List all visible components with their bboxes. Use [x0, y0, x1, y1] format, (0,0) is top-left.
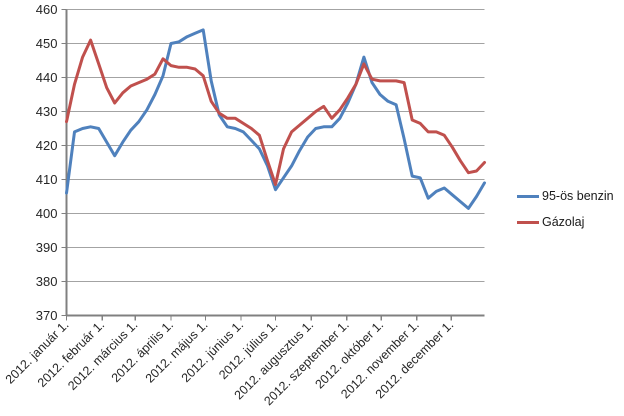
y-axis-tick-label: 440 — [36, 70, 58, 85]
legend-label-benzin: 95-ös benzin — [542, 189, 614, 203]
legend-label-gazolaj: Gázolaj — [542, 215, 585, 229]
y-axis-tick-label: 420 — [36, 138, 58, 153]
series-line-benzin — [65, 28, 486, 210]
y-axis-tick-label: 390 — [36, 240, 58, 255]
y-axis-tick-label: 410 — [36, 172, 58, 187]
legend-line-benzin-icon — [517, 194, 539, 198]
y-axis-tick-label: 450 — [36, 36, 58, 51]
y-axis-tick-label: 430 — [36, 104, 58, 119]
x-axis-tick-label: 2012. január 1. — [3, 318, 72, 387]
series-line-gazolaj — [65, 38, 486, 187]
y-axis-tick-label: 370 — [36, 308, 58, 323]
legend-item-benzin: 95-ös benzin — [517, 188, 614, 204]
y-axis-tick-label: 380 — [36, 274, 58, 289]
y-axis-tick-label: 400 — [36, 206, 58, 221]
x-axis-tick-label: 2012. május 1. — [143, 318, 211, 386]
legend-line-gazolaj-icon — [517, 220, 539, 224]
legend: 95-ös benzin Gázolaj — [517, 188, 614, 240]
legend-item-gazolaj: Gázolaj — [517, 214, 614, 230]
y-axis-tick-label: 460 — [36, 2, 58, 17]
